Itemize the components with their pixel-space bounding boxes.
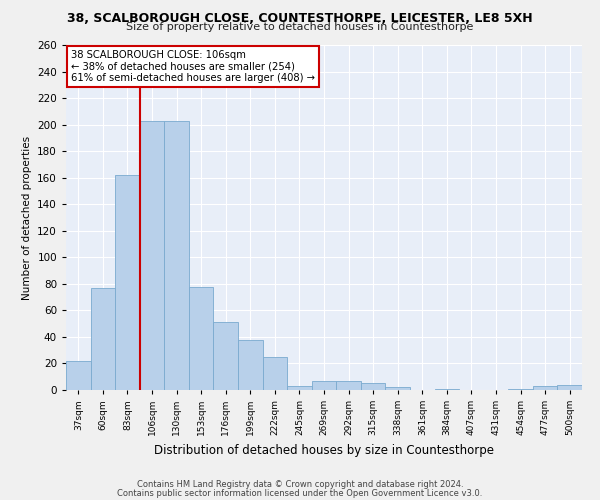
Bar [214,322,238,390]
Bar [533,386,557,390]
Text: Contains HM Land Registry data © Crown copyright and database right 2024.: Contains HM Land Registry data © Crown c… [137,480,463,489]
Text: 38, SCALBOROUGH CLOSE, COUNTESTHORPE, LEICESTER, LE8 5XH: 38, SCALBOROUGH CLOSE, COUNTESTHORPE, LE… [67,12,533,26]
Bar [434,388,459,390]
Y-axis label: Number of detached properties: Number of detached properties [22,136,32,300]
X-axis label: Distribution of detached houses by size in Countesthorpe: Distribution of detached houses by size … [154,444,494,456]
Bar [287,386,312,390]
Bar [336,380,361,390]
Bar [164,120,189,390]
Text: Size of property relative to detached houses in Countesthorpe: Size of property relative to detached ho… [127,22,473,32]
Text: 38 SCALBOROUGH CLOSE: 106sqm
← 38% of detached houses are smaller (254)
61% of s: 38 SCALBOROUGH CLOSE: 106sqm ← 38% of de… [71,50,315,84]
Bar [263,357,287,390]
Bar [361,384,385,390]
Bar [385,388,410,390]
Bar [91,288,115,390]
Bar [238,340,263,390]
Bar [66,361,91,390]
Text: Contains public sector information licensed under the Open Government Licence v3: Contains public sector information licen… [118,488,482,498]
Bar [140,120,164,390]
Bar [508,388,533,390]
Bar [189,286,214,390]
Bar [312,380,336,390]
Bar [557,384,582,390]
Bar [115,175,140,390]
